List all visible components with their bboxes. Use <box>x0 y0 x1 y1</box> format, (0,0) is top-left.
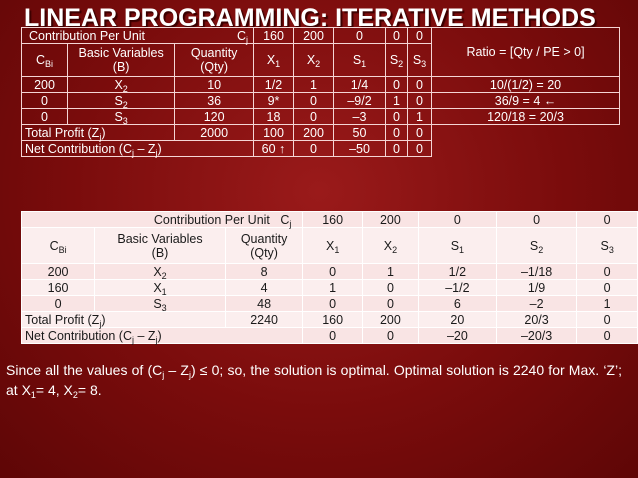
total-profit-row: Total Profit (Zj) 2240 160 200 20 20/3 0 <box>21 311 638 328</box>
ratio-header: Ratio = [Qty / PE > 0] <box>431 27 620 77</box>
cj-value: 200 <box>361 211 419 228</box>
cj-row-label: Contribution Per Unit Cj <box>20 211 304 229</box>
ratio-cell: 10/(1/2) = 20 <box>431 76 620 93</box>
quantity-header: Quantity (Qty) <box>224 227 304 264</box>
cb-header: CBi <box>20 227 96 264</box>
total-profit-row: Total Profit (Zj) 2000 100 200 50 0 0 <box>20 124 620 141</box>
cj-value: 0 <box>417 211 497 228</box>
cj-value: 160 <box>302 211 363 228</box>
cj-value: 0 <box>385 27 408 44</box>
conclusion-text: Since all the values of (Cj – Zj) ≤ 0; s… <box>6 362 622 400</box>
var-header: X1 <box>302 227 363 264</box>
simplex-table-initial: Contribution Per Unit Cj 160 200 0 0 0 R… <box>20 27 620 157</box>
simplex-table-optimal: Contribution Per Unit Cj 160 200 0 0 0 C… <box>20 211 638 344</box>
cj-value: 200 <box>293 27 334 44</box>
var-header: S1 <box>333 43 386 77</box>
var-header: S2 <box>495 227 578 264</box>
var-header: X2 <box>293 43 334 77</box>
var-header: S2 <box>385 43 408 77</box>
table-row: 0 S2 36 9* 0 –9/2 1 0 36/9 = 4 ← <box>21 92 620 109</box>
basic-variables-header: Basic Variables (B) <box>94 227 226 264</box>
var-header: S3 <box>576 227 638 264</box>
ratio-cell: 36/9 = 4 ← <box>431 92 620 109</box>
cj-value: 0 <box>576 211 638 228</box>
cb-header: CBi <box>21 43 68 77</box>
quantity-header: Quantity (Qty) <box>174 43 254 77</box>
cj-value: 0 <box>333 27 386 44</box>
table-row: 160 X1 4 1 0 –1/2 1/9 0 <box>20 279 638 296</box>
ratio-cell: 120/18 = 20/3 <box>431 108 620 125</box>
net-contribution-row: Net Contribution (Cj – Zj) 60 ↑ 0 –50 0 … <box>21 140 620 157</box>
cj-symbol: Cj <box>280 212 292 229</box>
basic-variables-header: Basic Variables (B) <box>66 43 176 77</box>
cj-value: 0 <box>495 211 578 228</box>
var-header: S3 <box>407 43 432 77</box>
cj-value: 160 <box>253 27 294 44</box>
table-row: 0 S3 120 18 0 –3 0 1 120/18 = 20/3 <box>21 108 620 125</box>
table-row: 200 X2 8 0 1 1/2 –1/18 0 <box>20 263 638 280</box>
cj-row-label: Contribution Per Unit Cj <box>21 27 254 45</box>
var-header: S1 <box>417 227 497 264</box>
net-contribution-row: Net Contribution (Cj – Zj) 0 0 –20 –20/3… <box>20 327 638 344</box>
cj-value: 0 <box>407 27 432 44</box>
table-row: 200 X2 10 1/2 1 1/4 0 0 10/(1/2) = 20 <box>21 76 620 93</box>
var-header: X2 <box>361 227 419 264</box>
cj-symbol: Cj <box>236 28 248 45</box>
var-header: X1 <box>253 43 294 77</box>
table-row: 0 S3 48 0 0 6 –2 1 <box>20 295 638 312</box>
